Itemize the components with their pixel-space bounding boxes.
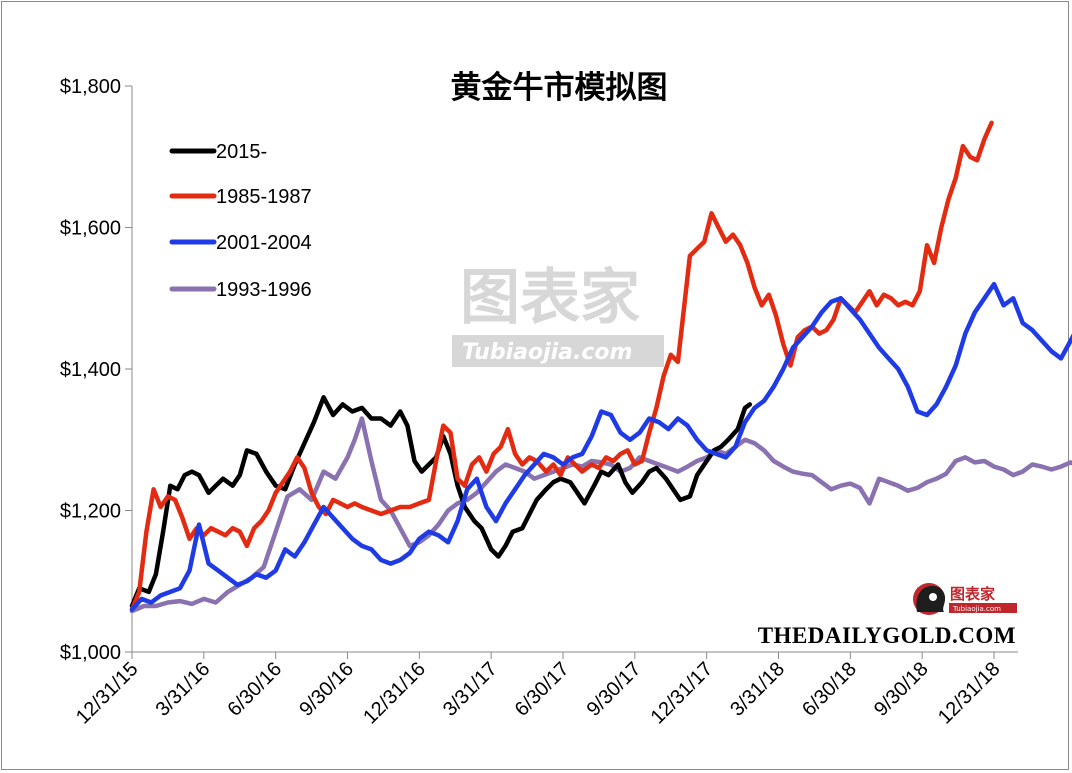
head-silhouette-icon: [913, 583, 946, 615]
series-lines: [129, 120, 1072, 614]
legend: 2015- 1985-1987 2001-2004 1993-1996: [169, 141, 312, 301]
logo-band: [949, 603, 1017, 613]
logo-main-text: 图表家: [950, 585, 995, 603]
legend-item-2001-2004: 2001-2004: [169, 232, 312, 254]
x-tick-label: 12/31/18: [934, 658, 1005, 729]
legend-label-1985-1987: 1985-1987: [216, 186, 312, 208]
x-ticks: 12/31/15 3/31/16 6/30/16 9/30/16 12/31/16 3/3…: [72, 652, 1005, 729]
watermark-sub: Tubiaojia.com: [462, 340, 632, 365]
legend-label-2015: 2015-: [216, 141, 267, 163]
x-tick-label: 6/30/17: [511, 658, 574, 721]
x-tick-label: 12/31/17: [647, 658, 718, 729]
series-line-2001-2004: [129, 281, 1072, 612]
y-tick-label: $1,400: [60, 359, 121, 381]
watermark-band: [452, 335, 664, 367]
x-tick-label: 3/31/17: [439, 658, 502, 721]
legend-item-2015: 2015-: [169, 141, 267, 163]
chart-title: 黄金牛市模拟图: [451, 70, 668, 106]
x-tick-label: 9/30/17: [583, 658, 646, 721]
tubiaojia-logo: 图表家 Tubiaojia.com: [913, 583, 1017, 615]
legend-item-1985-1987: 1985-1987: [169, 186, 312, 208]
series-line-2015: [129, 395, 753, 609]
x-tick-label: 6/30/18: [798, 658, 861, 721]
x-tick-label: 6/30/16: [223, 658, 286, 721]
x-tick-label: 12/31/16: [359, 658, 430, 729]
y-tick-label: $1,000: [60, 642, 121, 664]
x-tick-label: 9/30/18: [870, 658, 933, 721]
y-tick-label: $1,800: [60, 76, 121, 98]
legend-label-1993-1996: 1993-1996: [216, 279, 312, 301]
x-tick-label: 12/31/15: [72, 658, 143, 729]
watermark: 图表家 Tubiaojia.com: [452, 263, 664, 367]
y-ticks: $1,000 $1,200 $1,400 $1,600 $1,800: [60, 76, 132, 664]
y-tick-label: $1,600: [60, 218, 121, 240]
y-tick-label: $1,200: [60, 501, 121, 523]
x-tick-label: 3/31/18: [726, 658, 789, 721]
legend-item-1993-1996: 1993-1996: [169, 279, 312, 301]
x-tick-label: 3/31/16: [152, 658, 215, 721]
x-tick-label: 9/30/16: [295, 658, 358, 721]
logo-sub-text: Tubiaojia.com: [952, 605, 1001, 613]
source-credit: THEDAILYGOLD.COM: [758, 623, 1016, 648]
legend-label-2001-2004: 2001-2004: [216, 232, 312, 254]
series-line-1993-1996: [129, 416, 1072, 614]
watermark-main: 图表家: [460, 263, 640, 333]
